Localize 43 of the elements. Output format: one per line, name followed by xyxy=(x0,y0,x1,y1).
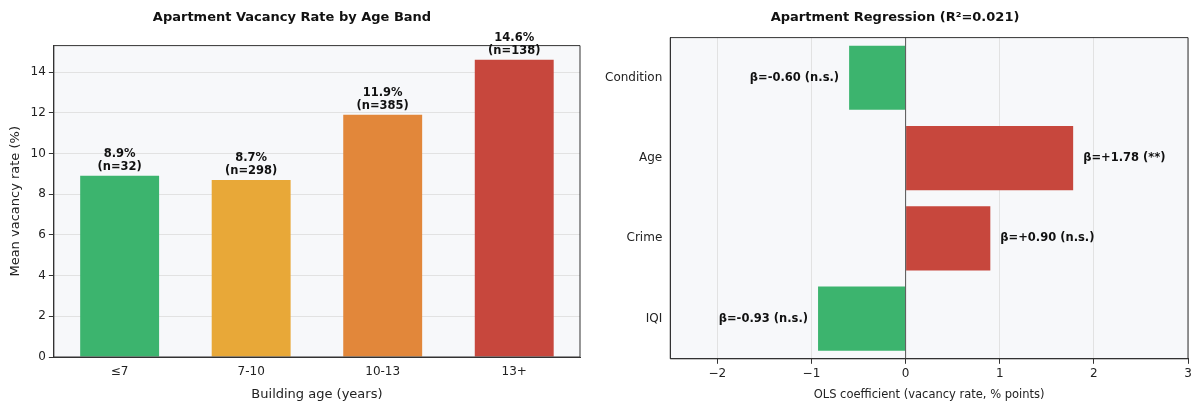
y-tick-label: 4 xyxy=(38,267,46,282)
data-label: β=-0.60 (n.s.) xyxy=(749,69,840,84)
x-tick-label: 0 xyxy=(901,366,910,381)
bar xyxy=(343,114,423,357)
data-label: β=-0.93 (n.s.) xyxy=(718,310,809,325)
bar xyxy=(818,286,906,351)
y-tick-label: Crime xyxy=(626,230,663,245)
bar xyxy=(80,175,160,357)
y-tick-label: 2 xyxy=(38,308,46,323)
y-tick-label: 14 xyxy=(30,64,46,79)
data-label: β=+0.90 (n.s.) xyxy=(1000,230,1095,245)
bar xyxy=(906,206,991,271)
data-label: 8.9% (n=32) xyxy=(97,146,142,174)
chart-title: Apartment Regression (R²=0.021) xyxy=(770,9,1020,25)
y-tick-label: IQI xyxy=(645,310,663,325)
y-tick-label: Age xyxy=(639,150,663,165)
y-tick-label: 6 xyxy=(38,227,46,242)
bar xyxy=(849,45,906,110)
data-label: 14.6% (n=138) xyxy=(488,30,541,58)
bar xyxy=(906,125,1074,191)
x-tick-label: −2 xyxy=(708,366,727,381)
bar xyxy=(474,59,554,357)
y-tick-label: 8 xyxy=(38,186,46,201)
y-tick-label: 12 xyxy=(30,104,46,119)
bar xyxy=(211,179,291,357)
data-label: 8.7% (n=298) xyxy=(225,150,278,178)
x-tick-label: ≤7 xyxy=(110,364,129,379)
y-tick-label: Condition xyxy=(605,69,663,84)
x-tick-label: 13+ xyxy=(501,364,527,379)
x-tick-label: −1 xyxy=(802,366,821,381)
x-axis-title: OLS coefficient (vacancy rate, % points) xyxy=(813,387,1045,402)
y-tick-label: 10 xyxy=(30,145,46,160)
x-tick-label: 1 xyxy=(995,366,1004,381)
x-tick-label: 7-10 xyxy=(237,364,265,379)
x-tick-label: 3 xyxy=(1184,366,1192,381)
x-tick-label: 2 xyxy=(1090,366,1098,381)
data-label: 11.9% (n=385) xyxy=(356,85,409,113)
chart-title: Apartment Vacancy Rate by Age Band xyxy=(152,9,432,25)
data-label: β=+1.78 (**) xyxy=(1083,150,1166,165)
y-axis-title: Mean vacancy rate (%) xyxy=(7,126,23,277)
y-tick-label: 0 xyxy=(38,349,46,364)
x-tick-label: 10-13 xyxy=(365,364,401,379)
x-axis-title: Building age (years) xyxy=(251,385,383,401)
